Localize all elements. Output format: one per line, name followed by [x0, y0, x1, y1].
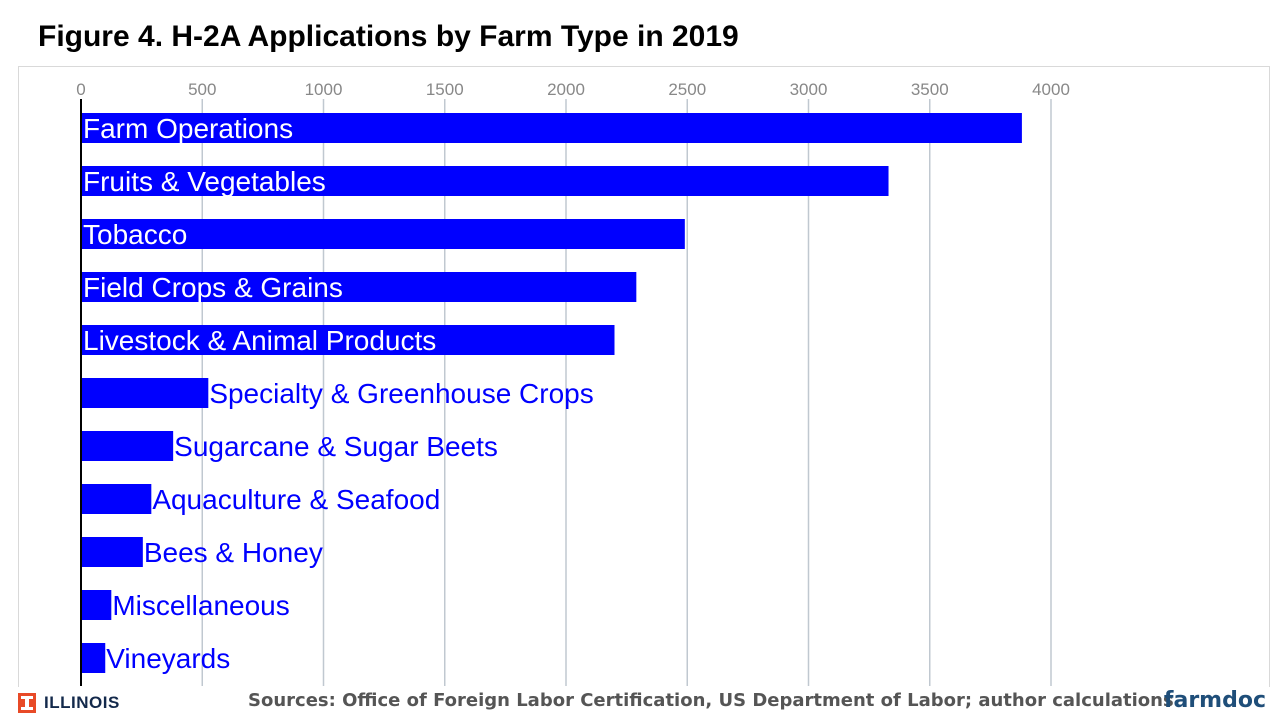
- bar-chart: 0 500 1000 1500 2000 2500 3000 3500 4000 Farm Op…: [76, 80, 1070, 686]
- bar: [81, 431, 174, 461]
- category-label: Farm Operations: [83, 113, 293, 144]
- category-label: Aquaculture & Seafood: [152, 484, 440, 515]
- logo-text: ILLINOIS: [44, 693, 120, 712]
- category-label: Livestock & Animal Products: [83, 325, 436, 356]
- bar: [81, 643, 106, 673]
- x-tick-label: 1000: [305, 80, 343, 99]
- bar: [81, 272, 637, 302]
- illinois-block-i-icon: [18, 693, 36, 713]
- x-tick-label: 1500: [426, 80, 464, 99]
- x-tick-label: 3500: [911, 80, 949, 99]
- x-tick-label: 2000: [547, 80, 585, 99]
- category-label: Vineyards: [106, 643, 230, 674]
- illinois-logo: ILLINOIS: [16, 692, 120, 714]
- x-tick-label: 500: [188, 80, 216, 99]
- bar: [81, 378, 209, 408]
- source-note: Sources: Office of Foreign Labor Certifi…: [248, 690, 1174, 711]
- category-label: Sugarcane & Sugar Beets: [174, 431, 498, 462]
- x-tick-label: 3000: [790, 80, 828, 99]
- x-tick-label: 2500: [668, 80, 706, 99]
- category-label: Bees & Honey: [144, 537, 323, 568]
- chart-frame: 0 500 1000 1500 2000 2500 3000 3500 4000 Farm Op…: [18, 66, 1270, 687]
- brand-name: farmdoc: [1163, 688, 1266, 713]
- category-label: Miscellaneous: [112, 590, 289, 621]
- bar: [81, 484, 152, 514]
- category-label: Field Crops & Grains: [83, 272, 343, 303]
- x-tick-label: 4000: [1032, 80, 1070, 99]
- bar: [81, 113, 1022, 143]
- category-label: Fruits & Vegetables: [83, 166, 326, 197]
- bar: [81, 590, 112, 620]
- bar: [81, 166, 889, 196]
- bar: [81, 219, 685, 249]
- bar: [81, 537, 143, 567]
- bar: [81, 325, 615, 355]
- category-label: Tobacco: [83, 219, 187, 250]
- category-label: Specialty & Greenhouse Crops: [209, 378, 593, 409]
- chart-title: Figure 4. H-2A Applications by Farm Type…: [38, 20, 739, 53]
- x-tick-label: 0: [76, 80, 85, 99]
